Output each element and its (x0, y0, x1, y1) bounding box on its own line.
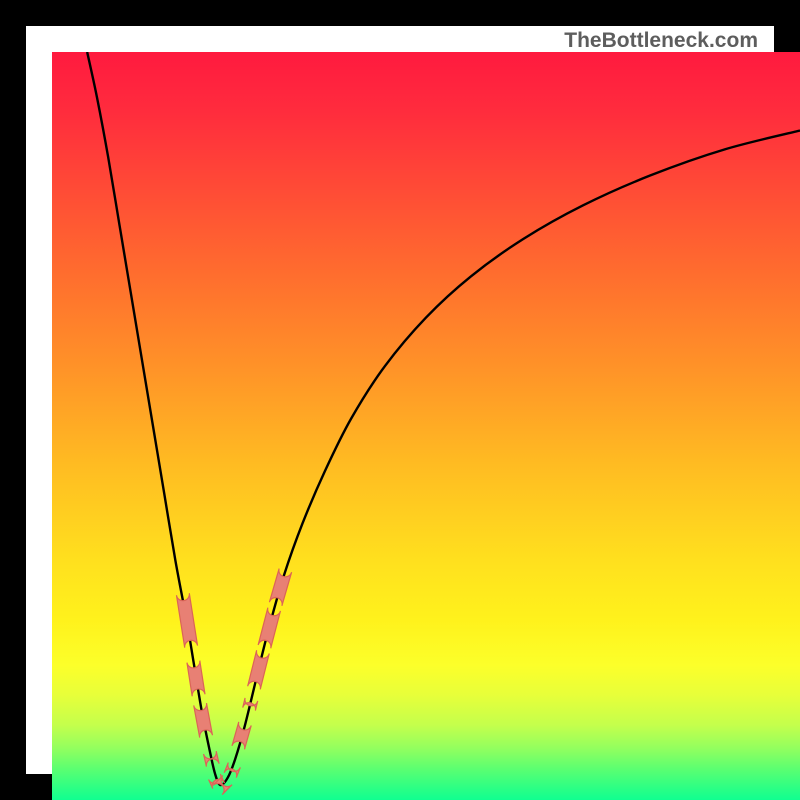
data-marker (258, 608, 280, 649)
data-marker (232, 722, 251, 749)
chart-svg (26, 26, 800, 800)
chart-frame: TheBottleneck.com (0, 0, 800, 800)
data-marker (176, 593, 197, 647)
data-marker (187, 661, 205, 697)
data-marker (269, 569, 291, 606)
data-marker (248, 650, 270, 689)
data-marker (194, 703, 213, 738)
